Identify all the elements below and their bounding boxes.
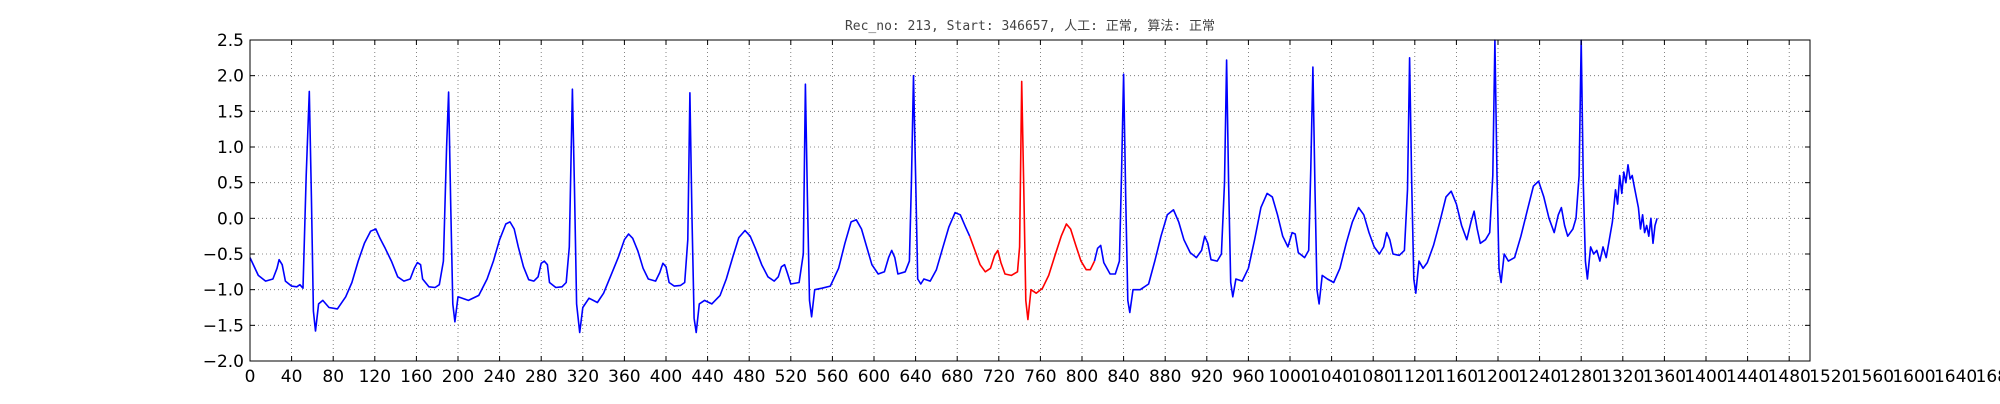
x-tick-label: 1480 [1768,367,1811,387]
x-tick-label: 600 [858,367,890,387]
x-tick-label: 1120 [1393,367,1436,387]
x-tick-label: 1160 [1435,367,1478,387]
series-line-0 [249,74,971,334]
x-tick-label: 200 [442,367,474,387]
x-tick-label: 1520 [1809,367,1852,387]
x-tick-label: 760 [1024,367,1056,387]
x-tick-label: 960 [1232,367,1264,387]
grid [250,40,1810,361]
y-tick-label: 1.5 [217,102,244,122]
y-tick-label: −1.5 [203,316,244,336]
series-line-2 [1093,39,1658,314]
x-tick-label: 1200 [1476,367,1519,387]
x-tick-label: 1240 [1518,367,1561,387]
x-tick-label: 400 [650,367,682,387]
x-tick-label: 920 [1191,367,1223,387]
x-axis: 0 40 80 120 160 200 240 280 320 360 400 440 480 520 56… [245,40,2000,387]
x-tick-label: 440 [691,367,723,387]
x-tick-label: 1640 [1934,367,1977,387]
y-tick-label: 2.0 [217,67,244,87]
series-layer [249,39,1658,334]
x-tick-label: 360 [608,367,640,387]
x-tick-label: 680 [941,367,973,387]
x-tick-label: 320 [567,367,599,387]
x-tick-label: 1040 [1310,367,1353,387]
x-tick-label: 520 [775,367,807,387]
x-tick-label: 1280 [1560,367,1603,387]
x-tick-label: 880 [1149,367,1181,387]
x-tick-label: 80 [322,367,344,387]
y-tick-label: −2.0 [203,352,244,372]
x-tick-label: 160 [400,367,432,387]
y-tick-label: 0.5 [217,174,244,194]
x-tick-label: 1560 [1851,367,1894,387]
chart-title: Rec_no: 213, Start: 346657, 人工: 正常, 算法: … [845,19,1215,34]
y-tick-label: 2.5 [217,31,244,51]
series-line-1 [968,80,1096,321]
x-tick-label: 240 [483,367,515,387]
x-tick-label: 1320 [1601,367,1644,387]
y-tick-label: 1.0 [217,138,244,158]
y-tick-label: −1.0 [203,281,244,301]
x-tick-label: 480 [733,367,765,387]
x-tick-label: 800 [1066,367,1098,387]
x-tick-label: 1360 [1643,367,1686,387]
x-tick-label: 120 [359,367,391,387]
x-tick-label: 40 [281,367,303,387]
y-tick-label: 0.0 [217,209,244,229]
x-tick-label: 0 [245,367,256,387]
plot-area [249,39,1811,362]
y-axis: −2.0 −1.5 −1.0 −0.5 0.0 0.5 1.0 1.5 2.0 2.5 [203,31,1810,372]
x-tick-label: 720 [983,367,1015,387]
x-tick-label: 1000 [1268,367,1311,387]
x-tick-label: 1400 [1684,367,1727,387]
x-tick-label: 1080 [1352,367,1395,387]
x-tick-label: 1600 [1892,367,1935,387]
x-tick-label: 1680 [1976,367,2000,387]
x-tick-label: 280 [525,367,557,387]
x-tick-label: 640 [899,367,931,387]
x-tick-label: 560 [816,367,848,387]
x-tick-label: 1440 [1726,367,1769,387]
x-tick-label: 840 [1107,367,1139,387]
y-tick-label: −0.5 [203,245,244,265]
